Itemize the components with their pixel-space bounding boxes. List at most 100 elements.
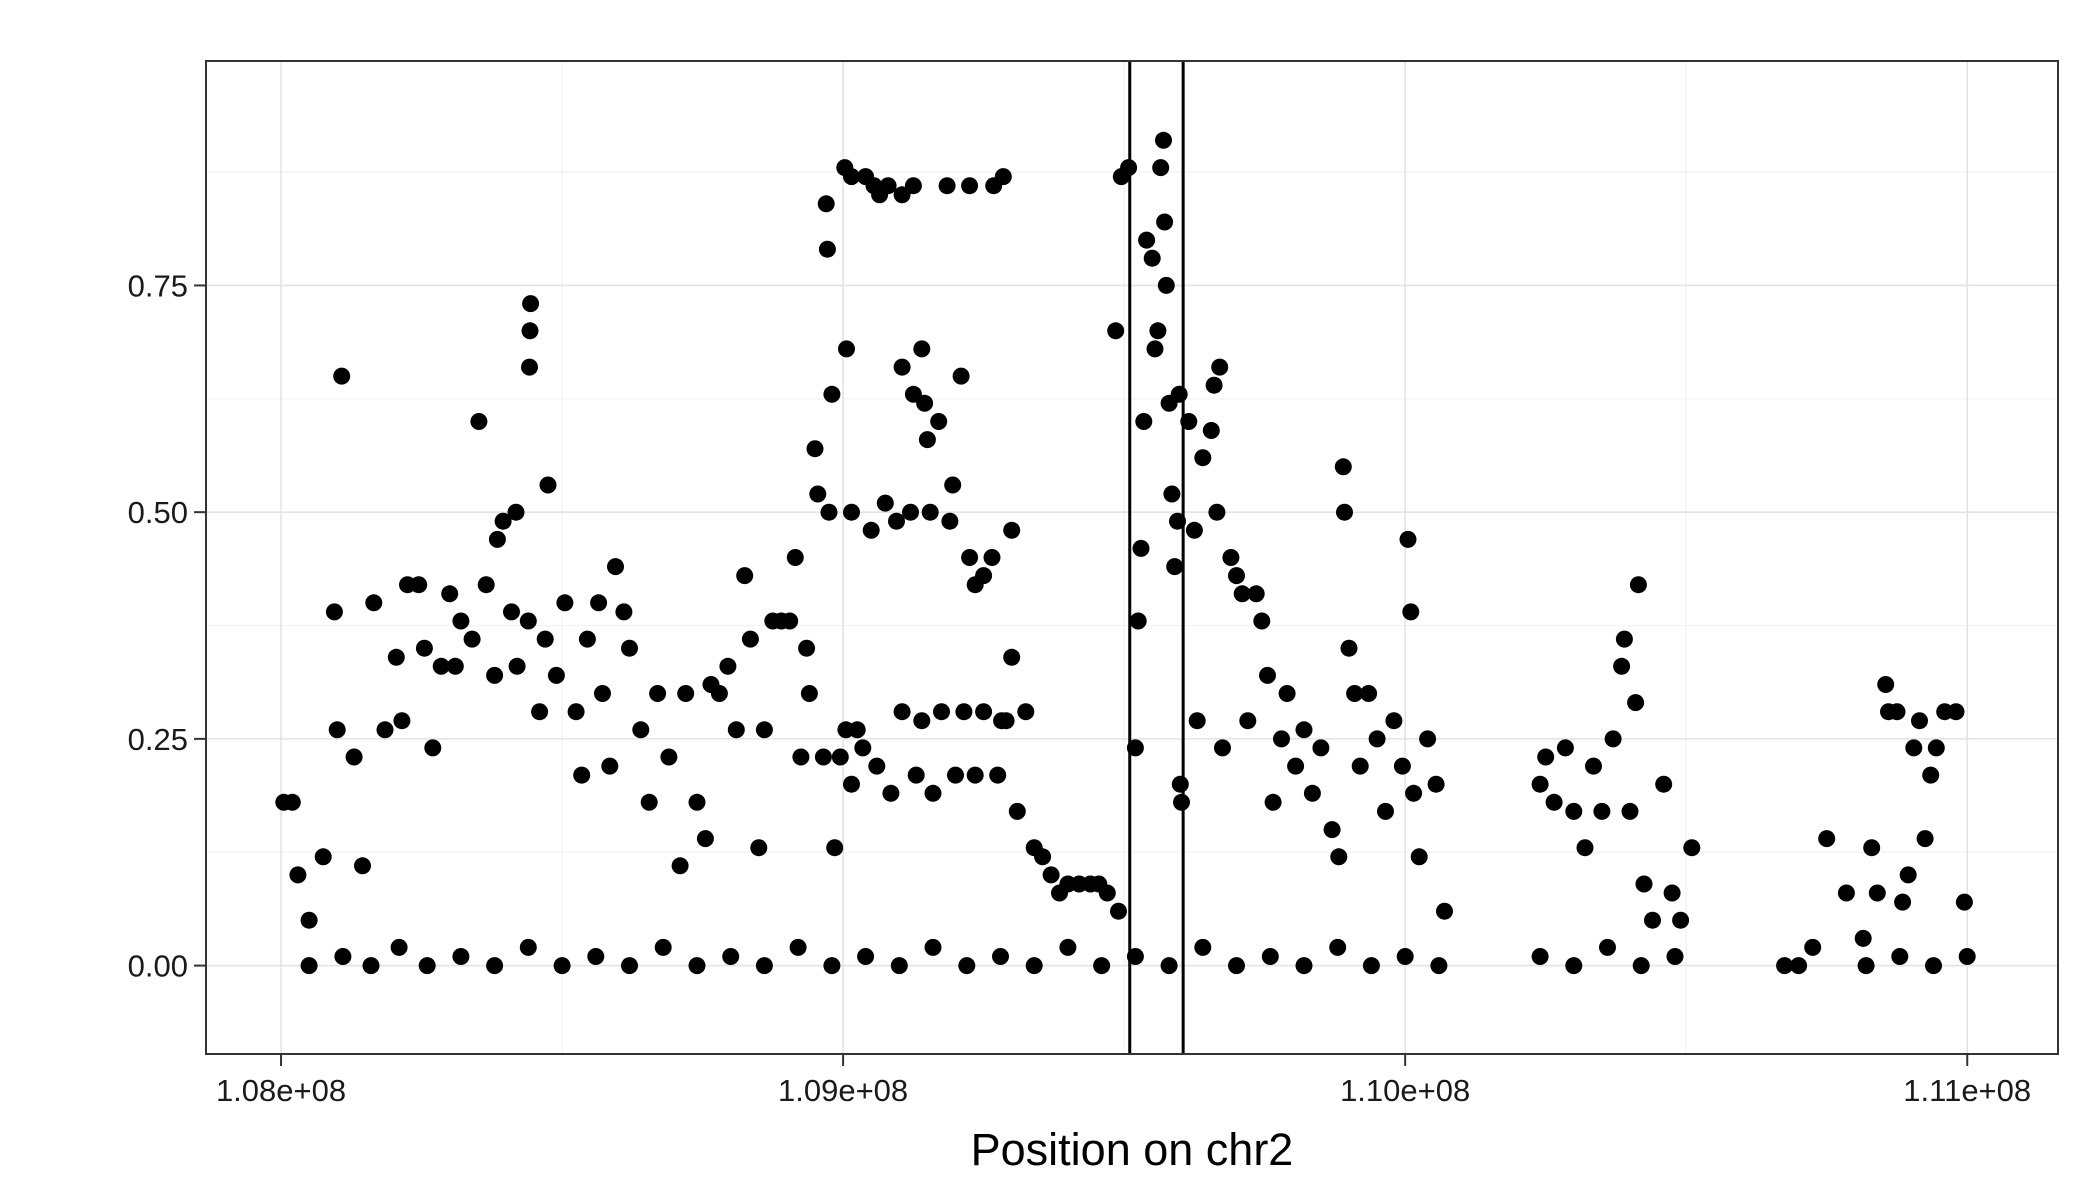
data-point	[755, 957, 773, 975]
y-tick-label: 0.50	[128, 495, 188, 530]
data-point	[1537, 748, 1555, 766]
data-point	[519, 612, 537, 630]
data-point	[848, 721, 866, 739]
data-point	[1916, 830, 1934, 848]
data-point	[334, 948, 352, 965]
data-point	[1666, 948, 1684, 965]
data-point	[893, 358, 911, 376]
data-point	[1042, 866, 1060, 884]
data-point	[1613, 657, 1631, 675]
data-point	[947, 766, 964, 784]
data-point	[677, 685, 695, 702]
data-point	[1149, 322, 1167, 340]
data-point	[508, 657, 526, 675]
data-point	[393, 712, 411, 730]
data-point	[1146, 340, 1164, 358]
data-point	[354, 857, 371, 875]
data-point	[486, 666, 504, 684]
data-point	[961, 177, 979, 195]
data-point	[1295, 721, 1313, 739]
data-point	[913, 712, 931, 730]
data-point	[992, 948, 1009, 965]
data-point	[1927, 739, 1945, 757]
data-point	[410, 576, 428, 594]
data-point	[1419, 730, 1437, 748]
plot-panel-border	[205, 60, 2059, 1055]
data-point	[1837, 884, 1855, 902]
data-point	[441, 585, 459, 603]
data-point	[649, 685, 667, 702]
data-point	[1340, 639, 1358, 657]
data-point	[1312, 739, 1330, 757]
data-point	[933, 703, 950, 721]
data-point	[1253, 612, 1271, 630]
data-point	[1925, 957, 1942, 975]
y-tick-label: 0.25	[128, 722, 188, 757]
data-point	[710, 685, 728, 702]
data-point	[1672, 911, 1690, 929]
data-point	[1905, 739, 1923, 757]
data-point	[818, 240, 836, 258]
data-point	[1205, 376, 1223, 394]
data-point	[838, 340, 855, 358]
data-point	[1565, 957, 1583, 975]
data-point	[531, 703, 549, 721]
data-point	[913, 340, 931, 358]
x-axis-title: Position on chr2	[971, 1124, 1294, 1175]
data-point	[1008, 802, 1026, 820]
data-point	[1261, 948, 1279, 965]
data-point	[789, 938, 807, 956]
data-point	[1107, 322, 1125, 340]
data-point	[904, 177, 922, 195]
data-point	[809, 485, 827, 503]
data-point	[876, 494, 894, 512]
data-points	[275, 131, 1976, 975]
data-point	[1222, 549, 1240, 566]
x-tick-label: 1.11e+08	[1903, 1073, 2031, 1108]
data-point	[1955, 893, 1973, 911]
x-tick-label: 1.08e+08	[216, 1073, 346, 1108]
data-point	[452, 612, 470, 630]
data-point	[989, 766, 1007, 784]
data-point	[921, 503, 939, 521]
data-point	[755, 721, 773, 739]
data-point	[640, 793, 658, 811]
data-point	[1655, 775, 1673, 793]
data-point	[1003, 521, 1021, 539]
data-point	[1576, 839, 1594, 857]
data-point	[727, 721, 745, 739]
data-point	[1615, 630, 1633, 648]
data-point	[539, 476, 557, 494]
data-point	[415, 639, 433, 657]
data-point	[488, 530, 506, 548]
data-point	[1894, 893, 1912, 911]
data-point	[1239, 712, 1257, 730]
data-point	[719, 657, 737, 675]
data-point	[1034, 848, 1052, 866]
data-point	[1627, 694, 1645, 712]
data-point	[1683, 839, 1701, 857]
data-point	[567, 703, 585, 721]
data-point	[820, 503, 838, 521]
data-point	[1098, 884, 1116, 902]
data-point	[1185, 521, 1203, 539]
data-point	[688, 793, 706, 811]
data-point	[1351, 757, 1369, 775]
data-point	[522, 295, 540, 313]
data-point	[1157, 276, 1175, 294]
data-point	[1396, 948, 1414, 965]
data-point	[1129, 612, 1147, 630]
data-point	[902, 503, 919, 521]
data-point	[966, 766, 984, 784]
data-point	[578, 630, 596, 648]
data-point	[941, 512, 959, 530]
data-point	[477, 576, 495, 594]
data-point	[1604, 730, 1622, 748]
data-point	[1410, 848, 1428, 866]
data-point	[1156, 213, 1174, 231]
data-point	[1399, 530, 1417, 548]
data-point	[1891, 948, 1909, 965]
data-point	[328, 721, 346, 739]
data-point	[671, 857, 689, 875]
